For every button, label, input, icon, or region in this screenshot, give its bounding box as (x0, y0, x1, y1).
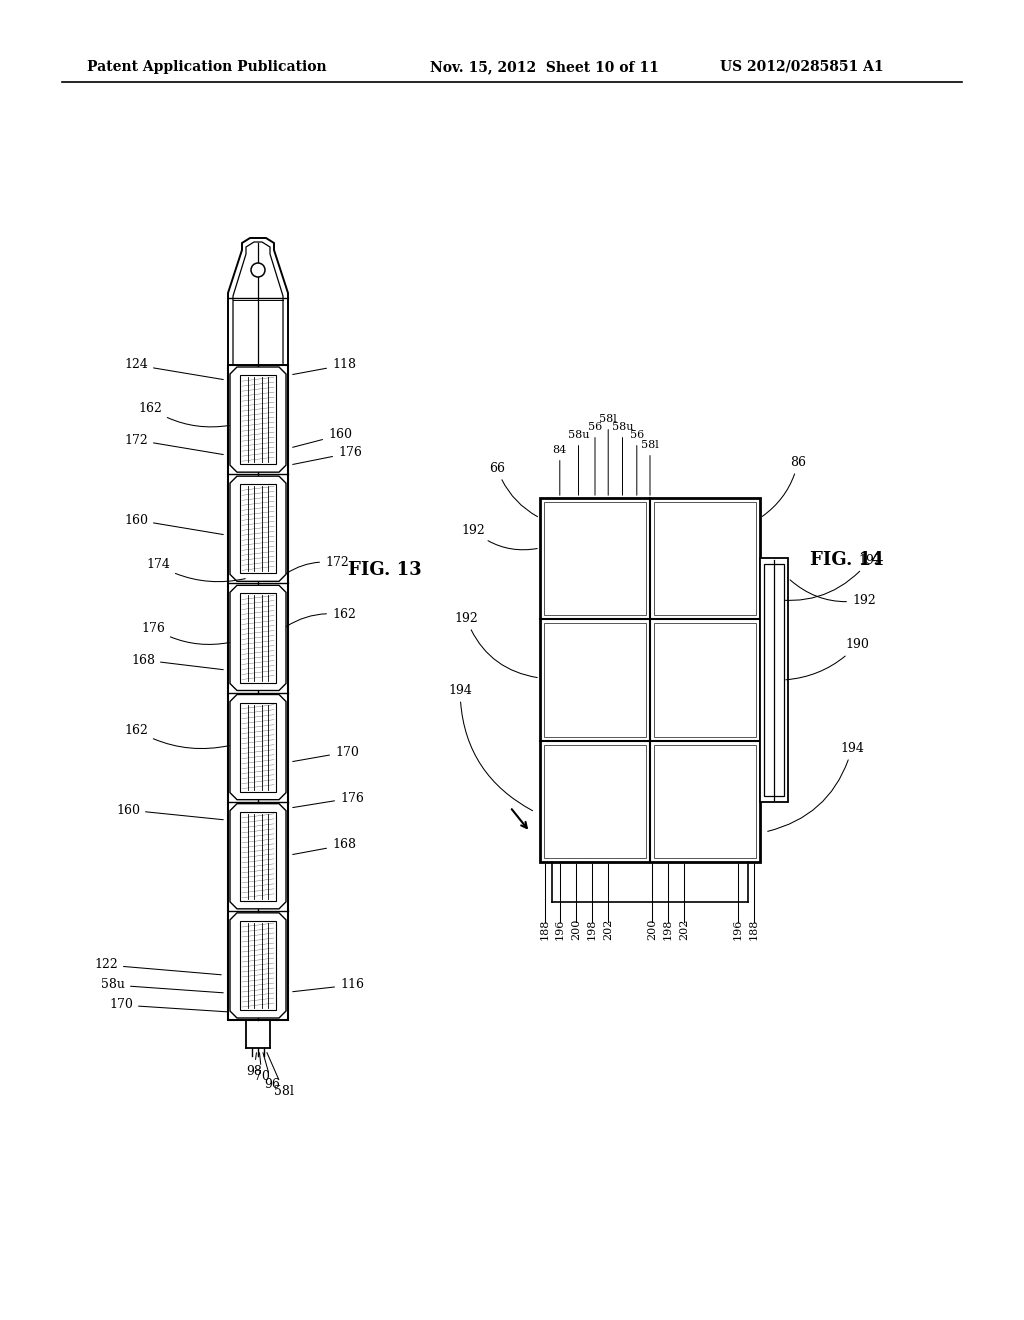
Text: Patent Application Publication: Patent Application Publication (87, 59, 327, 74)
Text: 188: 188 (749, 919, 759, 940)
Text: 168: 168 (293, 838, 356, 854)
Polygon shape (230, 585, 286, 690)
Text: 168: 168 (131, 653, 223, 669)
Text: 116: 116 (293, 978, 364, 991)
Text: 96: 96 (263, 1052, 280, 1092)
Text: 86: 86 (762, 455, 806, 516)
Text: Nov. 15, 2012  Sheet 10 of 11: Nov. 15, 2012 Sheet 10 of 11 (430, 59, 658, 74)
Polygon shape (230, 694, 286, 800)
Text: 162: 162 (124, 723, 229, 748)
Text: 170: 170 (293, 746, 358, 762)
Polygon shape (230, 477, 286, 581)
Text: 202: 202 (679, 919, 689, 940)
Text: 200: 200 (571, 919, 581, 940)
Text: 56: 56 (588, 422, 602, 495)
Text: FIG. 13: FIG. 13 (348, 561, 422, 579)
Text: 172: 172 (124, 433, 223, 454)
Text: 202: 202 (603, 919, 613, 940)
Text: 192: 192 (768, 553, 882, 601)
Bar (654, 623, 756, 737)
Text: 118: 118 (293, 359, 356, 375)
Bar (544, 744, 646, 858)
Bar (764, 564, 784, 796)
Text: 170: 170 (110, 998, 227, 1012)
Bar (240, 593, 276, 682)
Text: 200: 200 (647, 919, 657, 940)
Text: 192: 192 (461, 524, 538, 550)
Bar (760, 558, 788, 803)
Text: 58l: 58l (641, 440, 658, 495)
Text: 122: 122 (94, 958, 221, 974)
Text: 160: 160 (124, 513, 223, 535)
Polygon shape (230, 367, 286, 473)
Text: 176: 176 (293, 792, 364, 808)
Text: FIG. 14: FIG. 14 (810, 550, 884, 569)
Text: 198: 198 (587, 919, 597, 940)
Text: 58u: 58u (611, 422, 633, 495)
Text: 66: 66 (489, 462, 538, 516)
Bar (544, 623, 646, 737)
Text: 84: 84 (553, 445, 567, 495)
Bar (240, 375, 276, 465)
Polygon shape (228, 238, 288, 366)
Text: 176: 176 (293, 446, 361, 465)
Text: 162: 162 (138, 401, 229, 426)
Text: 56: 56 (630, 430, 644, 495)
Bar (654, 502, 756, 615)
Text: 58u: 58u (101, 978, 223, 993)
Bar (240, 921, 276, 1010)
Text: 124: 124 (124, 359, 223, 380)
Text: 98: 98 (246, 1053, 262, 1078)
Text: 190: 190 (785, 639, 869, 680)
Bar (540, 498, 760, 862)
Text: 198: 198 (663, 919, 673, 940)
Text: 172: 172 (287, 557, 349, 573)
Bar (240, 812, 276, 900)
Text: 58l: 58l (267, 1052, 294, 1098)
Bar (228, 366, 288, 1020)
Text: 194: 194 (768, 742, 864, 832)
Text: US 2012/0285851 A1: US 2012/0285851 A1 (720, 59, 884, 74)
Text: 162: 162 (287, 609, 356, 627)
Bar (240, 484, 276, 573)
Text: 188: 188 (540, 919, 550, 940)
Text: 160: 160 (116, 804, 223, 820)
Bar (544, 502, 646, 615)
Text: 196: 196 (555, 919, 565, 940)
Text: 58u: 58u (567, 430, 589, 495)
Text: 70: 70 (254, 1053, 270, 1082)
Circle shape (251, 263, 265, 277)
Text: 58l: 58l (599, 414, 617, 495)
Text: 160: 160 (293, 429, 352, 447)
Text: 176: 176 (141, 622, 229, 644)
Text: 192: 192 (455, 611, 538, 677)
Text: 192: 192 (791, 579, 876, 606)
Text: 196: 196 (733, 919, 743, 940)
Polygon shape (230, 804, 286, 909)
Polygon shape (230, 913, 286, 1018)
Text: 194: 194 (449, 684, 532, 810)
Text: 174: 174 (146, 558, 246, 582)
Bar (240, 702, 276, 792)
Bar (654, 744, 756, 858)
